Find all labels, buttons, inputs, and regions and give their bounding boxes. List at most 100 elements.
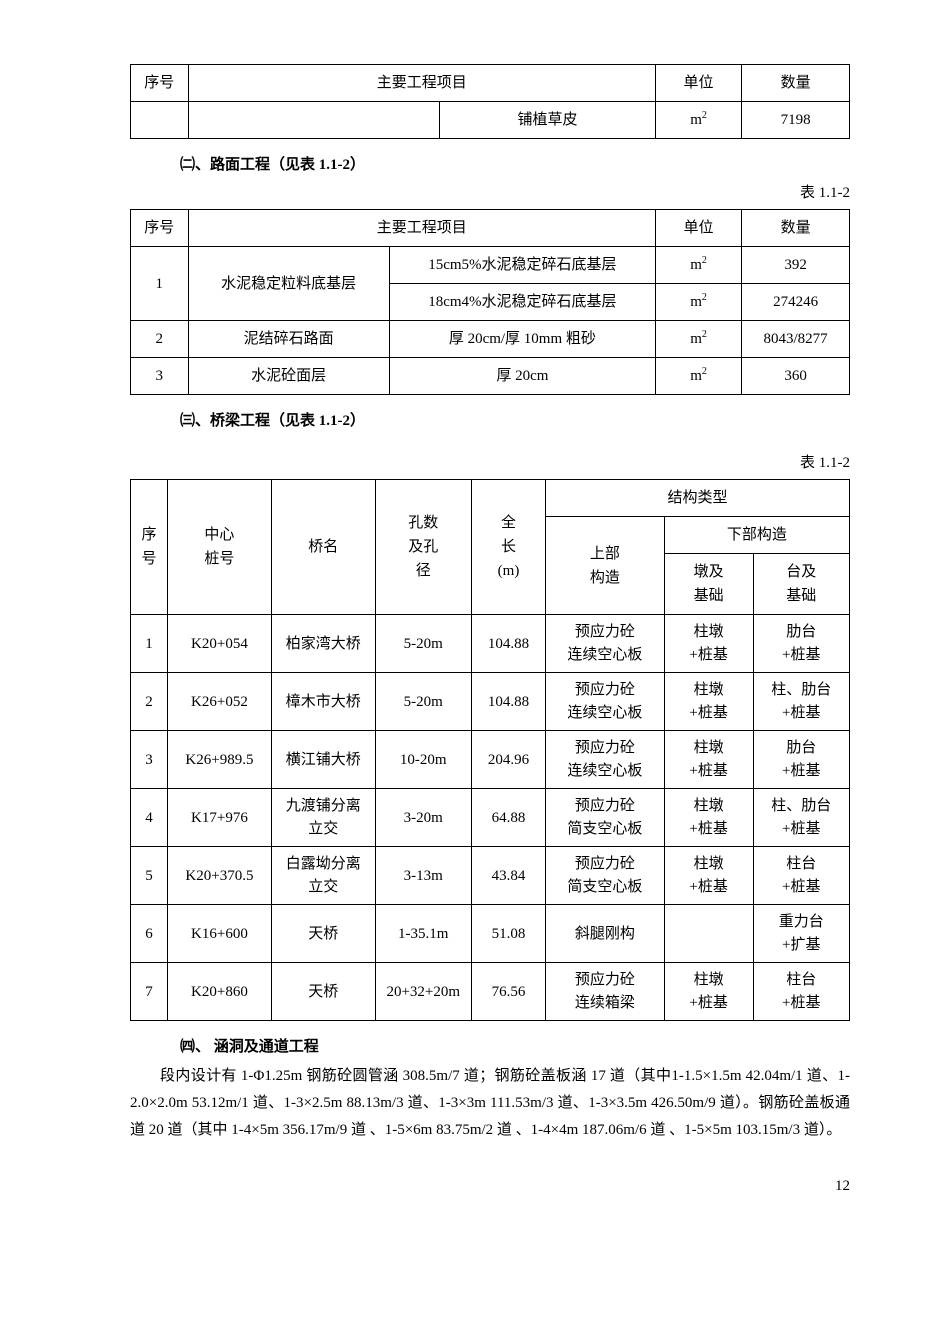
t3-r5-abut: 重力台+扩基 [753,905,849,963]
t2-h-item: 主要工程项目 [188,210,655,247]
t3-r3-seq: 4 [131,789,168,847]
t3-r0-holes: 5-20m [375,615,471,673]
t3-r5-length: 51.08 [471,905,545,963]
t1-r0-sub: 铺植草皮 [440,102,656,139]
t2-h-unit: 单位 [655,210,741,247]
t2-r0-unit1: m2 [655,247,741,284]
t3-r2-upper: 预应力砼连续空心板 [546,731,665,789]
t3-r1-station: K26+052 [168,673,272,731]
t1-r0-item [188,102,440,139]
t2-r0-unit2: m2 [655,284,741,321]
t3-r5-name: 天桥 [271,905,375,963]
t3-r2-holes: 10-20m [375,731,471,789]
t1-r0-seq [131,102,189,139]
table2-label: 表 1.1-2 [130,181,850,205]
t3-r1-abut: 柱、肋台+桩基 [753,673,849,731]
t3-r3-holes: 3-20m [375,789,471,847]
t3-r3-pier: 柱墩+桩基 [664,789,753,847]
section4-para: 段内设计有 1-Φ1.25m 钢筋砼圆管涵 308.5m/7 道；钢筋砼盖板涵 … [130,1063,850,1144]
t2-r1-qty: 8043/8277 [742,321,850,358]
t1-r0-qty: 7198 [742,102,850,139]
t3-r2-length: 204.96 [471,731,545,789]
t2-r1-seq: 2 [131,321,189,358]
t2-r2-qty: 360 [742,358,850,395]
t3-r6-pier: 柱墩+桩基 [664,963,753,1021]
t2-r0-item: 水泥稳定粒料底基层 [188,247,389,321]
t3-h-seq: 序号 [131,480,168,615]
table3-label: 表 1.1-2 [130,451,850,475]
t3-r1-length: 104.88 [471,673,545,731]
t3-r6-upper: 预应力砼连续箱梁 [546,963,665,1021]
t3-r2-station: K26+989.5 [168,731,272,789]
t3-r1-pier: 柱墩+桩基 [664,673,753,731]
table-row: 7 K20+860 天桥 20+32+20m 76.56 预应力砼连续箱梁 柱墩… [131,963,850,1021]
table-continuation: 序号 主要工程项目 单位 数量 铺植草皮 m2 7198 [130,64,850,139]
t3-h-length: 全长(m) [471,480,545,615]
t3-h-name: 桥名 [271,480,375,615]
t3-r4-station: K20+370.5 [168,847,272,905]
t3-r1-upper: 预应力砼连续空心板 [546,673,665,731]
t3-h-pier: 墩及基础 [664,554,753,615]
t3-r1-holes: 5-20m [375,673,471,731]
t2-r1-unit: m2 [655,321,741,358]
table-row: 3 水泥砼面层 厚 20cm m2 360 [131,358,850,395]
t2-r0-sub1: 15cm5%水泥稳定碎石底基层 [389,247,655,284]
t2-r1-item: 泥结碎石路面 [188,321,389,358]
section4-heading: ㈣、 涵洞及通道工程 [180,1035,850,1059]
t2-r0-seq: 1 [131,247,189,321]
t3-r5-station: K16+600 [168,905,272,963]
t3-r4-holes: 3-13m [375,847,471,905]
t3-h-struct: 结构类型 [546,480,850,517]
t3-r3-station: K17+976 [168,789,272,847]
t3-r6-station: K20+860 [168,963,272,1021]
t2-r0-sub2: 18cm4%水泥稳定碎石底基层 [389,284,655,321]
t3-h-lower: 下部构造 [664,517,849,554]
t2-r0-qty1: 392 [742,247,850,284]
table-row: 1 K20+054 柏家湾大桥 5-20m 104.88 预应力砼连续空心板 柱… [131,615,850,673]
table-pavement: 序号 主要工程项目 单位 数量 1 水泥稳定粒料底基层 15cm5%水泥稳定碎石… [130,209,850,395]
t3-r2-seq: 3 [131,731,168,789]
table-bridges: 序号 中心桩号 桥名 孔数及孔径 全长(m) 结构类型 上部构造 下部构造 墩及… [130,479,850,1021]
t3-r3-upper: 预应力砼简支空心板 [546,789,665,847]
t3-r2-abut: 肋台+桩基 [753,731,849,789]
t3-r5-holes: 1-35.1m [375,905,471,963]
t2-h-qty: 数量 [742,210,850,247]
t3-r0-name: 柏家湾大桥 [271,615,375,673]
t3-r1-name: 樟木市大桥 [271,673,375,731]
t3-h-abut: 台及基础 [753,554,849,615]
t1-h-unit: 单位 [655,65,741,102]
table-row: 铺植草皮 m2 7198 [131,102,850,139]
page-number: 12 [130,1174,850,1198]
t3-r2-pier: 柱墩+桩基 [664,731,753,789]
t3-r5-upper: 斜腿刚构 [546,905,665,963]
t3-r4-upper: 预应力砼简支空心板 [546,847,665,905]
t3-r6-holes: 20+32+20m [375,963,471,1021]
t3-r0-pier: 柱墩+桩基 [664,615,753,673]
t3-r5-seq: 6 [131,905,168,963]
t3-r1-seq: 2 [131,673,168,731]
t3-h-upper: 上部构造 [546,517,665,615]
t3-h-holes: 孔数及孔径 [375,480,471,615]
section3-heading: ㈢、桥梁工程（见表 1.1-2） [180,409,850,433]
t3-r6-length: 76.56 [471,963,545,1021]
t3-r6-seq: 7 [131,963,168,1021]
t1-h-seq: 序号 [131,65,189,102]
t3-r2-name: 横江铺大桥 [271,731,375,789]
t3-r4-length: 43.84 [471,847,545,905]
t1-r0-unit: m2 [655,102,741,139]
t2-r0-qty2: 274246 [742,284,850,321]
table-row: 4 K17+976 九渡铺分离立交 3-20m 64.88 预应力砼简支空心板 … [131,789,850,847]
t3-r4-pier: 柱墩+桩基 [664,847,753,905]
table-row: 5 K20+370.5 白露坳分离立交 3-13m 43.84 预应力砼简支空心… [131,847,850,905]
table-row: 1 水泥稳定粒料底基层 15cm5%水泥稳定碎石底基层 m2 392 [131,247,850,284]
t2-r2-item: 水泥砼面层 [188,358,389,395]
t3-r0-length: 104.88 [471,615,545,673]
t3-r4-name: 白露坳分离立交 [271,847,375,905]
t3-r3-abut: 柱、肋台+桩基 [753,789,849,847]
t1-h-qty: 数量 [742,65,850,102]
t3-r0-seq: 1 [131,615,168,673]
t2-r2-unit: m2 [655,358,741,395]
table-row: 2 泥结碎石路面 厚 20cm/厚 10mm 粗砂 m2 8043/8277 [131,321,850,358]
t2-r2-seq: 3 [131,358,189,395]
t3-r0-station: K20+054 [168,615,272,673]
